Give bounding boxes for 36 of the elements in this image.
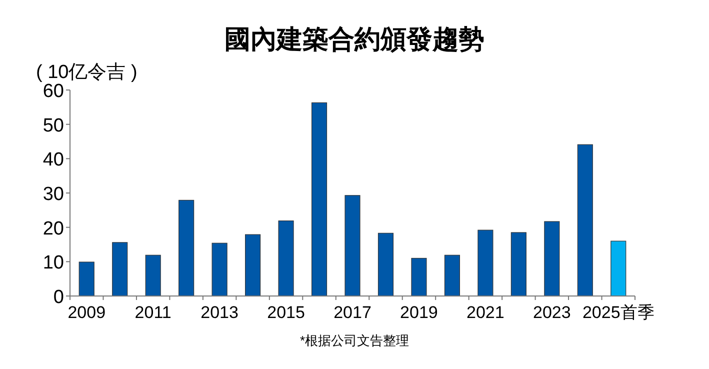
bar (610, 240, 626, 296)
bar (444, 254, 460, 296)
bar (112, 242, 128, 296)
y-tick-label: 30 (42, 184, 64, 205)
bar (145, 254, 161, 296)
bar (411, 258, 427, 296)
bar (278, 220, 294, 296)
y-tick-label: 60 (42, 81, 64, 102)
x-tick-label: 2011 (134, 303, 172, 322)
y-tick-label: 50 (42, 115, 64, 136)
y-axis-title: ( 10亿令吉 ) (36, 62, 138, 83)
bar (178, 200, 194, 296)
x-tick-label: 2015 (267, 303, 305, 322)
y-tick-label: 40 (42, 150, 64, 171)
y-tick-label: 10 (42, 252, 64, 274)
text: *根据公司文告整理 (300, 333, 410, 348)
x-tick-label: 2013 (200, 303, 238, 322)
x-tick-label: 2017 (334, 303, 372, 322)
x-tick-label: 2019 (400, 303, 438, 322)
bar (78, 262, 94, 296)
x-tick-label: 2023 (533, 303, 571, 322)
bar (311, 102, 328, 296)
x-tick-label: 2009 (68, 303, 106, 322)
bar (544, 221, 560, 296)
bar (577, 144, 593, 296)
bar (378, 232, 394, 296)
x-tick-label: 2025首季 (582, 303, 654, 322)
bar (510, 232, 526, 296)
y-tick-label: 0 (53, 287, 64, 308)
x-tick-label: 2021 (466, 303, 504, 322)
bar (212, 242, 228, 296)
bar (245, 234, 261, 296)
chart-title: 國內建築合約頒發趨勢 (224, 24, 484, 54)
bar (344, 195, 360, 296)
bar (478, 230, 494, 296)
y-tick-label: 20 (42, 218, 64, 240)
